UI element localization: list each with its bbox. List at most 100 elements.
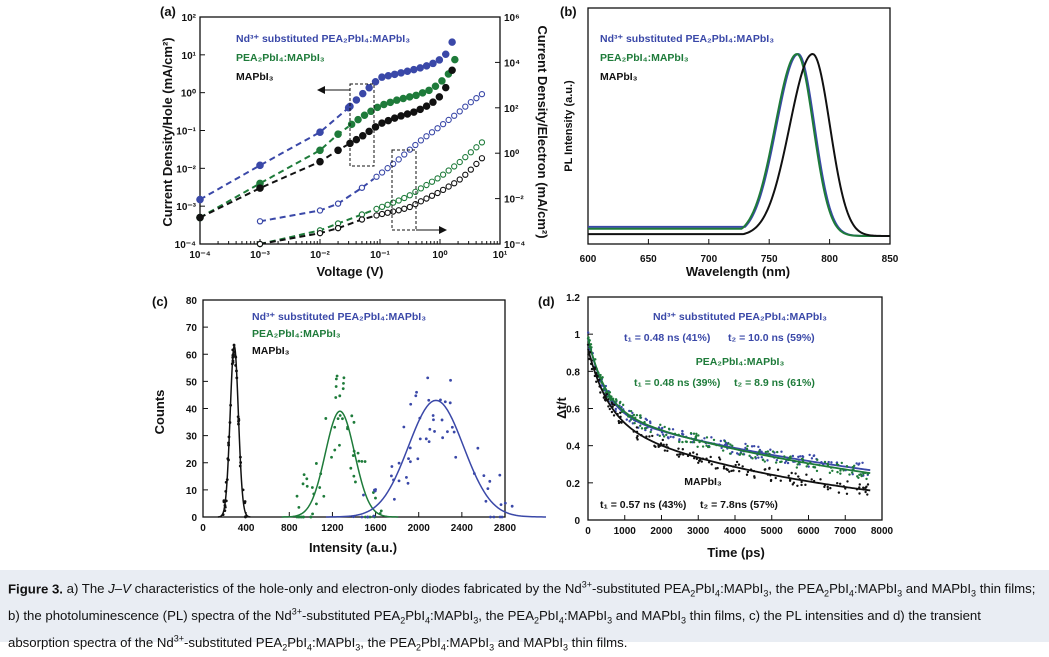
panel-d-data-point [705,436,709,439]
panel-a-y2tick-label: 10² [504,104,519,115]
panel-d-data-point [648,420,652,423]
panel-c-data-point [309,515,313,519]
panel-d-nd-tau2: t₂ = 10.0 ns (59%) [728,332,815,344]
panel-d-data-point [830,461,833,464]
panel-d-data-point [850,471,854,474]
panel-d-data-point [737,470,741,473]
panel-c-data-point [342,376,346,380]
panel-d-xtick-label: 2000 [650,526,673,537]
panel-c-data-point [492,515,496,519]
panel-d-data-point [754,456,757,459]
panel-a-data-point [417,198,425,205]
panel-d-data-point [639,414,642,417]
panel-d-data-point [695,432,698,436]
panel-a-data-point [435,93,444,101]
panel-c-data-point [224,499,228,503]
panel-d-data-point [766,459,769,462]
panel-a-data-point [434,189,441,197]
panel-c-data-point [362,493,365,497]
panel-c-data-point [363,460,367,463]
panel-d-data-point [662,435,666,438]
caption-fragment: PbI [829,581,849,597]
panel-d-data-point [734,463,737,467]
panel-c-data-point [334,396,338,399]
panel-d-data-point [856,475,859,478]
panel-b-pl-chart: 600 650 700 750 800 850 Wavelength (nm) PL Inte… [560,4,899,279]
panel-a-data-point [403,110,412,118]
panel-a-data-point [334,130,342,138]
panel-a-data-point [399,94,407,103]
panel-c-xtick-label: 800 [281,523,298,534]
panel-c-data-point [486,487,490,491]
panel-d-data-point [763,460,766,463]
panel-a-ytick-label: 10⁰ [181,89,196,100]
panel-b-xtick-label: 800 [821,254,838,265]
panel-a-data-point [473,160,480,168]
panel-a-data-point [445,116,452,124]
panel-a-data-point [393,96,401,104]
panel-d-data-point [617,421,621,425]
panel-d-nd-label: Nd³⁺ substituted PEA₂PbI₄:MAPbI₃ [653,311,827,323]
panel-d-data-point [779,479,782,482]
panel-c-data-point [310,486,314,489]
panel-a-legend-entry: MAPbI₃ [236,71,274,83]
panel-d-data-point [855,462,858,465]
panel-d-data-point [676,453,679,456]
panel-d-data-point [846,480,849,483]
panel-d-data-point [752,444,756,448]
panel-d-data-point [601,376,604,379]
panel-a-data-point [438,77,446,85]
panel-c-data-point [439,398,442,402]
panel-d-data-point [657,426,661,429]
panel-c-data-point [297,506,301,509]
panel-a-data-point [378,210,386,218]
panel-c-data-point [357,459,361,463]
panel-d-data-point [797,455,800,459]
panel-d-data-point [790,471,793,475]
panel-a-data-point [371,78,380,86]
panel-c-xtick-label: 1600 [364,523,387,534]
panel-a-data-point [405,93,414,101]
panel-d-data-point [858,462,861,465]
panel-d-data-point [631,411,634,415]
panel-d-data-point [738,453,742,457]
panel-a-hole-box [349,83,375,167]
panel-a-data-point [397,69,405,77]
panel-d-data-point [710,463,713,466]
panel-d-data-point [815,469,819,473]
panel-d-data-point [836,470,839,474]
panel-a-data-point [334,146,342,155]
panel-d-data-point [681,448,685,451]
panel-a-xtick-label: 10⁰ [432,250,447,261]
panel-d-data-point [845,492,849,495]
panel-c-data-point [368,515,372,519]
panel-c-data-point [498,515,502,519]
panel-d-data-point [619,420,623,424]
panel-c-data-point [352,474,356,478]
panel-a-fit-line [259,178,375,223]
panel-a-data-point [462,103,469,110]
panel-d-data-point [838,482,842,485]
panel-c-data-point [352,420,356,424]
panel-d-data-point [681,429,684,433]
caption-fragment: thin films. [568,635,628,651]
panel-d-data-point [595,380,598,383]
panel-c-ytick-label: 40 [186,405,198,416]
panel-c-data-point [431,414,435,417]
caption-superscript: 3+ [581,580,592,590]
panel-d-data-point [807,465,810,468]
panel-d-data-point [836,482,839,485]
panel-a-data-point [462,154,469,161]
panel-a-data-point [441,83,450,92]
panel-c-data-point [371,491,375,494]
panel-d-data-point [794,472,797,475]
panel-c-data-point [372,514,376,518]
panel-a-data-point [380,100,388,109]
panel-a-data-point [316,229,324,237]
panel-a-jv-chart: 10⁻⁴ 10⁻³ 10⁻² 10⁻¹ 10⁰ 10¹10⁻⁴10⁻³10⁻²10⁻¹10… [160,4,550,279]
panel-a-data-point [478,139,486,146]
panel-a-data-point [390,160,397,167]
panel-c-data-point [229,403,233,407]
panel-d-data-point [776,468,780,471]
panel-d-data-point [653,444,656,448]
